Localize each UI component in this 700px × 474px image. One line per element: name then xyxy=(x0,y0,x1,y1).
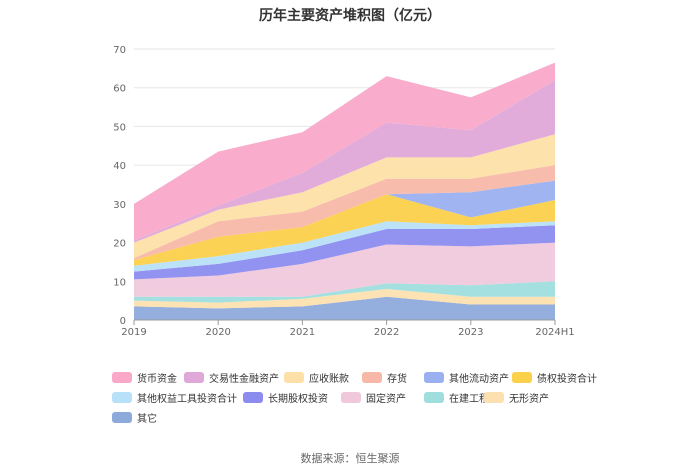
legend-label: 其他流动资产 xyxy=(449,373,509,385)
legend-swatch xyxy=(284,371,304,383)
y-tick-label: 50 xyxy=(113,122,126,133)
chart-title: 历年主要资产堆积图（亿元） xyxy=(259,8,441,24)
series-area-11 xyxy=(134,62,555,241)
y-tick-label: 70 xyxy=(113,45,126,56)
legend-label: 长期股权投资 xyxy=(268,393,328,405)
legend-swatch xyxy=(362,371,382,383)
legend-item[interactable]: 债权投资合计 xyxy=(512,370,597,385)
series-area-4 xyxy=(134,225,555,280)
series-area-0 xyxy=(134,296,555,320)
series-area-7 xyxy=(134,180,555,260)
legend-label: 应收账款 xyxy=(309,373,349,385)
legend-swatch xyxy=(243,391,263,403)
series-area-5 xyxy=(134,221,555,272)
legend-label: 存货 xyxy=(387,373,407,385)
legend-swatch xyxy=(424,391,444,403)
series-area-3 xyxy=(134,242,555,297)
series-area-6 xyxy=(134,194,555,266)
series-area-10 xyxy=(134,80,555,243)
legend-label: 货币资金 xyxy=(137,373,177,385)
x-tick-label: 2019 xyxy=(121,327,146,338)
legend-item[interactable]: 固定资产 xyxy=(341,390,406,405)
legend-swatch xyxy=(512,371,532,383)
x-tick-label: 2020 xyxy=(205,327,230,338)
legend-swatch xyxy=(341,391,361,403)
legend-label: 其他权益工具投资合计 xyxy=(137,393,237,405)
legend-label: 其它 xyxy=(137,413,157,425)
legend-label: 无形资产 xyxy=(509,393,549,405)
source-note: 数据来源：恒生聚源 xyxy=(300,452,400,465)
legend-item[interactable]: 应收账款 xyxy=(284,370,349,385)
legend-item[interactable]: 长期股权投资 xyxy=(243,390,328,405)
legend-swatch xyxy=(112,391,132,403)
legend-item[interactable]: 其它 xyxy=(112,410,157,425)
y-tick-label: 30 xyxy=(113,200,126,211)
x-tick-label: 2024H1 xyxy=(535,327,574,338)
legend-swatch xyxy=(112,411,132,423)
legend-swatch xyxy=(484,391,504,403)
series-area-1 xyxy=(134,289,555,309)
legend-item[interactable]: 存货 xyxy=(362,370,407,385)
series-area-8 xyxy=(134,165,555,260)
x-tick-label: 2022 xyxy=(374,327,399,338)
x-tick-label: 2023 xyxy=(458,327,483,338)
legend-item[interactable]: 货币资金 xyxy=(112,370,177,385)
y-tick-label: 40 xyxy=(113,161,126,172)
y-tick-label: 0 xyxy=(120,316,126,327)
legend-item[interactable]: 在建工程 xyxy=(424,390,489,405)
series-area-2 xyxy=(134,281,555,303)
x-tick-label: 2021 xyxy=(290,327,315,338)
legend-item[interactable]: 其他流动资产 xyxy=(424,370,509,385)
legend-label: 在建工程 xyxy=(449,393,489,405)
legend-item[interactable]: 交易性金融资产 xyxy=(184,370,279,385)
series-area-9 xyxy=(134,134,555,259)
legend-swatch xyxy=(184,371,204,383)
y-tick-label: 20 xyxy=(113,239,126,250)
y-tick-label: 10 xyxy=(113,277,126,288)
legend-swatch xyxy=(112,371,132,383)
legend-label: 固定资产 xyxy=(366,393,406,405)
legend-item[interactable]: 无形资产 xyxy=(484,390,549,405)
legend-label: 债权投资合计 xyxy=(537,373,597,385)
legend-item[interactable]: 其他权益工具投资合计 xyxy=(112,390,237,405)
legend-label: 交易性金融资产 xyxy=(209,373,279,385)
y-tick-label: 60 xyxy=(113,84,126,95)
legend-swatch xyxy=(424,371,444,383)
